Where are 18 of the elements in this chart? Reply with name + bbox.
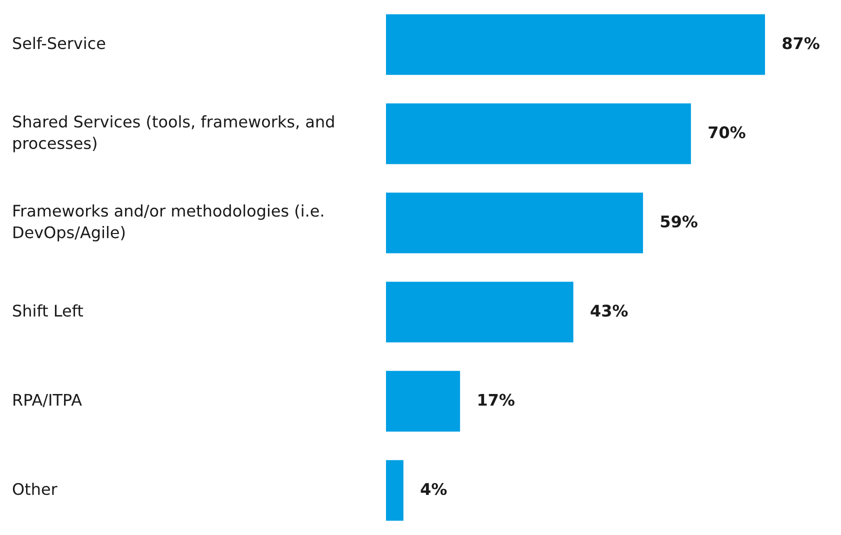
bar [386,14,765,75]
bar [386,103,691,164]
bar [386,282,574,342]
data-label: 87% [782,37,820,50]
data-label: 70% [708,126,746,138]
y-tick-label: Other [12,482,58,496]
y-tick-label: Frameworks and/or methodologies (i.e. DevOps/Agile) [14,204,324,242]
bar [386,370,460,432]
y-tick-label: Shared Services (tools, frameworks, and processes) [13,115,334,152]
data-label: 17% [478,394,514,406]
bar [386,192,644,254]
y-tick-label: RPA/ITPA [14,394,82,408]
data-label: 59% [660,215,698,228]
data-label: 43% [590,304,628,317]
y-tick-label: Shift Left [13,304,84,317]
y-tick-label: Self-Service [13,36,106,50]
bar [386,460,404,521]
data-label: 4% [420,482,447,496]
